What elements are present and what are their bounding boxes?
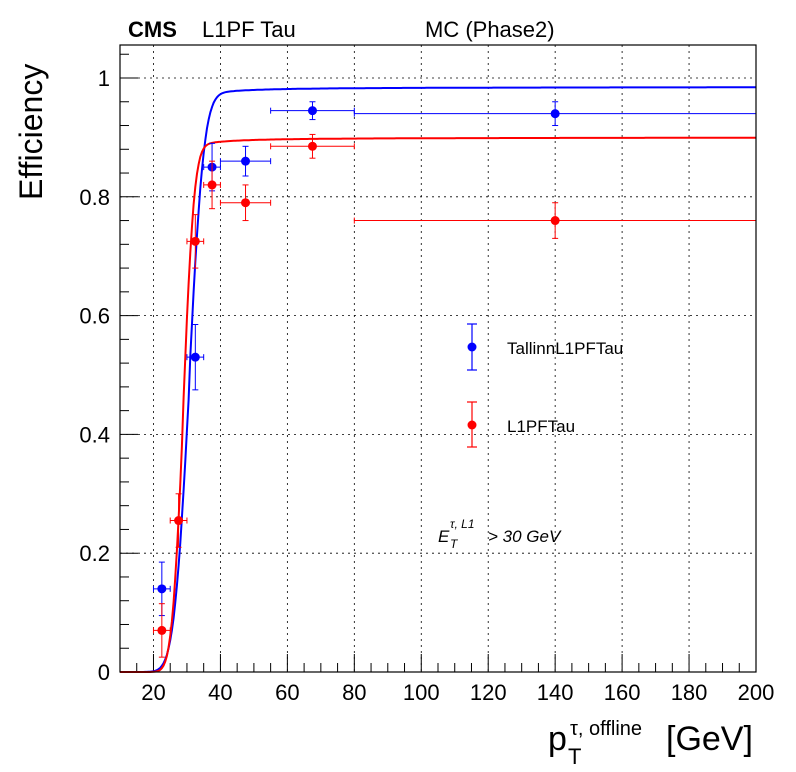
sample-label: MC (Phase2)	[425, 17, 555, 42]
data-marker	[157, 584, 167, 594]
y-tick-labels: 0 0.2 0.4 0.6 0.8 1	[79, 66, 110, 685]
x-tick-label: 20	[141, 680, 165, 705]
axis-ticks	[119, 53, 757, 673]
data-marker	[550, 216, 560, 226]
data-point-blue	[353, 101, 757, 127]
data-marker	[190, 352, 200, 362]
data-marker	[174, 516, 184, 526]
subtitle-label: L1PF Tau	[202, 17, 296, 42]
data-marker	[207, 180, 217, 190]
y-tick-label: 0.2	[79, 541, 110, 566]
annotation-rest: > 30 GeV	[488, 527, 562, 546]
data-point-blue	[219, 145, 272, 177]
y-tick-label: 0.8	[79, 185, 110, 210]
data-point-red	[219, 184, 272, 222]
data-point-blue	[186, 324, 205, 391]
experiment-label: CMS	[128, 17, 177, 42]
annotation-base: E	[438, 527, 450, 546]
x-tick-label: 160	[604, 680, 641, 705]
data-point-red	[353, 202, 757, 239]
legend: TallinnL1PFTau L1PFTau	[467, 323, 623, 448]
plot-frame	[119, 44, 757, 673]
legend-label-blue: TallinnL1PFTau	[507, 339, 623, 358]
data-marker	[241, 156, 251, 166]
annotation-subscript: T	[450, 537, 459, 551]
y-axis-title: Efficiency	[13, 64, 49, 200]
data-point-red	[203, 160, 221, 210]
data-point-red	[152, 603, 171, 658]
x-tick-label: 60	[275, 680, 299, 705]
data-point-red	[186, 214, 205, 269]
legend-entry-red: L1PFTau	[467, 401, 575, 448]
y-tick-label: 1	[98, 66, 110, 91]
data-marker	[241, 198, 251, 208]
x-tick-label: 180	[671, 680, 708, 705]
fit-curve-blue	[120, 86, 756, 673]
fit-curve-red	[120, 136, 756, 673]
data-point-red	[270, 133, 355, 159]
fit-curves	[120, 86, 756, 673]
data-points	[152, 101, 757, 658]
x-axis-title-subscript: T	[568, 744, 581, 769]
data-marker	[157, 625, 167, 635]
x-tick-labels: 20 40 60 80 100 120 140 160 180 200	[141, 680, 774, 705]
data-point-red	[169, 493, 188, 548]
data-point-blue	[270, 101, 355, 121]
data-marker	[190, 236, 200, 246]
x-axis-title-unit: [GeV]	[666, 720, 753, 758]
data-marker	[307, 141, 317, 151]
legend-marker-blue	[467, 342, 477, 352]
legend-entry-blue: TallinnL1PFTau	[467, 323, 623, 371]
x-tick-label: 100	[403, 680, 440, 705]
y-tick-label: 0.6	[79, 304, 110, 329]
x-tick-label: 200	[738, 680, 775, 705]
x-axis-title-base: p	[548, 720, 567, 758]
y-tick-label: 0.4	[79, 422, 110, 447]
threshold-annotation: E T τ, L1 > 30 GeV	[438, 517, 562, 551]
legend-label-red: L1PFTau	[507, 417, 575, 436]
x-tick-label: 140	[537, 680, 574, 705]
x-tick-label: 40	[208, 680, 232, 705]
legend-marker-red	[467, 420, 477, 430]
y-tick-label: 0	[98, 660, 110, 685]
data-point-blue	[152, 561, 171, 617]
grid	[120, 45, 756, 672]
data-marker	[307, 106, 317, 116]
annotation-superscript: τ, L1	[450, 517, 475, 531]
x-tick-label: 120	[470, 680, 507, 705]
x-axis-title: p T τ, offline [GeV]	[548, 718, 753, 769]
x-axis-title-superscript: τ, offline	[570, 718, 642, 740]
data-marker	[550, 109, 560, 119]
x-tick-label: 80	[342, 680, 366, 705]
